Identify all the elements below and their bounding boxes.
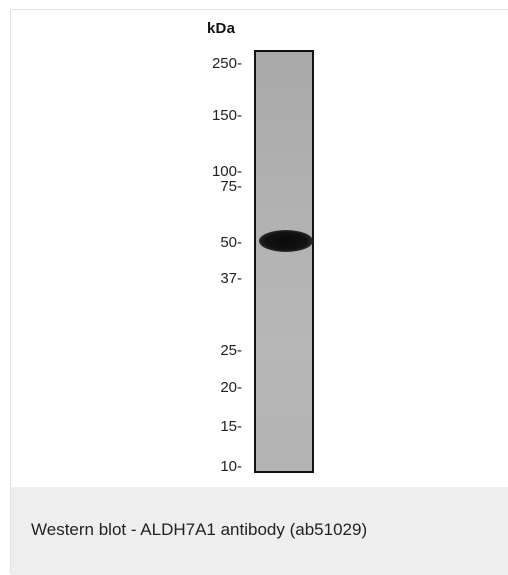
figure-card: kDa 250- 150- 100- 75- 50- 37- 25- 20- 1… xyxy=(10,9,508,575)
marker-50: 50- xyxy=(220,234,242,251)
marker-15: 15- xyxy=(220,418,242,435)
marker-25: 25- xyxy=(220,342,242,359)
figure-caption: Western blot - ALDH7A1 antibody (ab51029… xyxy=(31,520,368,539)
marker-250: 250- xyxy=(211,55,242,72)
caption-bar: Western blot - ALDH7A1 antibody (ab51029… xyxy=(11,487,508,575)
marker-20: 20- xyxy=(220,379,242,396)
western-blot-image[interactable]: kDa 250- 150- 100- 75- 50- 37- 25- 20- 1… xyxy=(11,10,508,486)
marker-10: 10- xyxy=(220,458,242,475)
marker-37: 37- xyxy=(220,270,242,287)
blot-lane xyxy=(254,50,314,473)
marker-75: 75- xyxy=(220,178,242,195)
marker-100: 100- xyxy=(211,163,242,180)
protein-band xyxy=(259,230,313,252)
marker-150: 150- xyxy=(211,107,242,124)
kda-label: kDa xyxy=(207,20,236,37)
